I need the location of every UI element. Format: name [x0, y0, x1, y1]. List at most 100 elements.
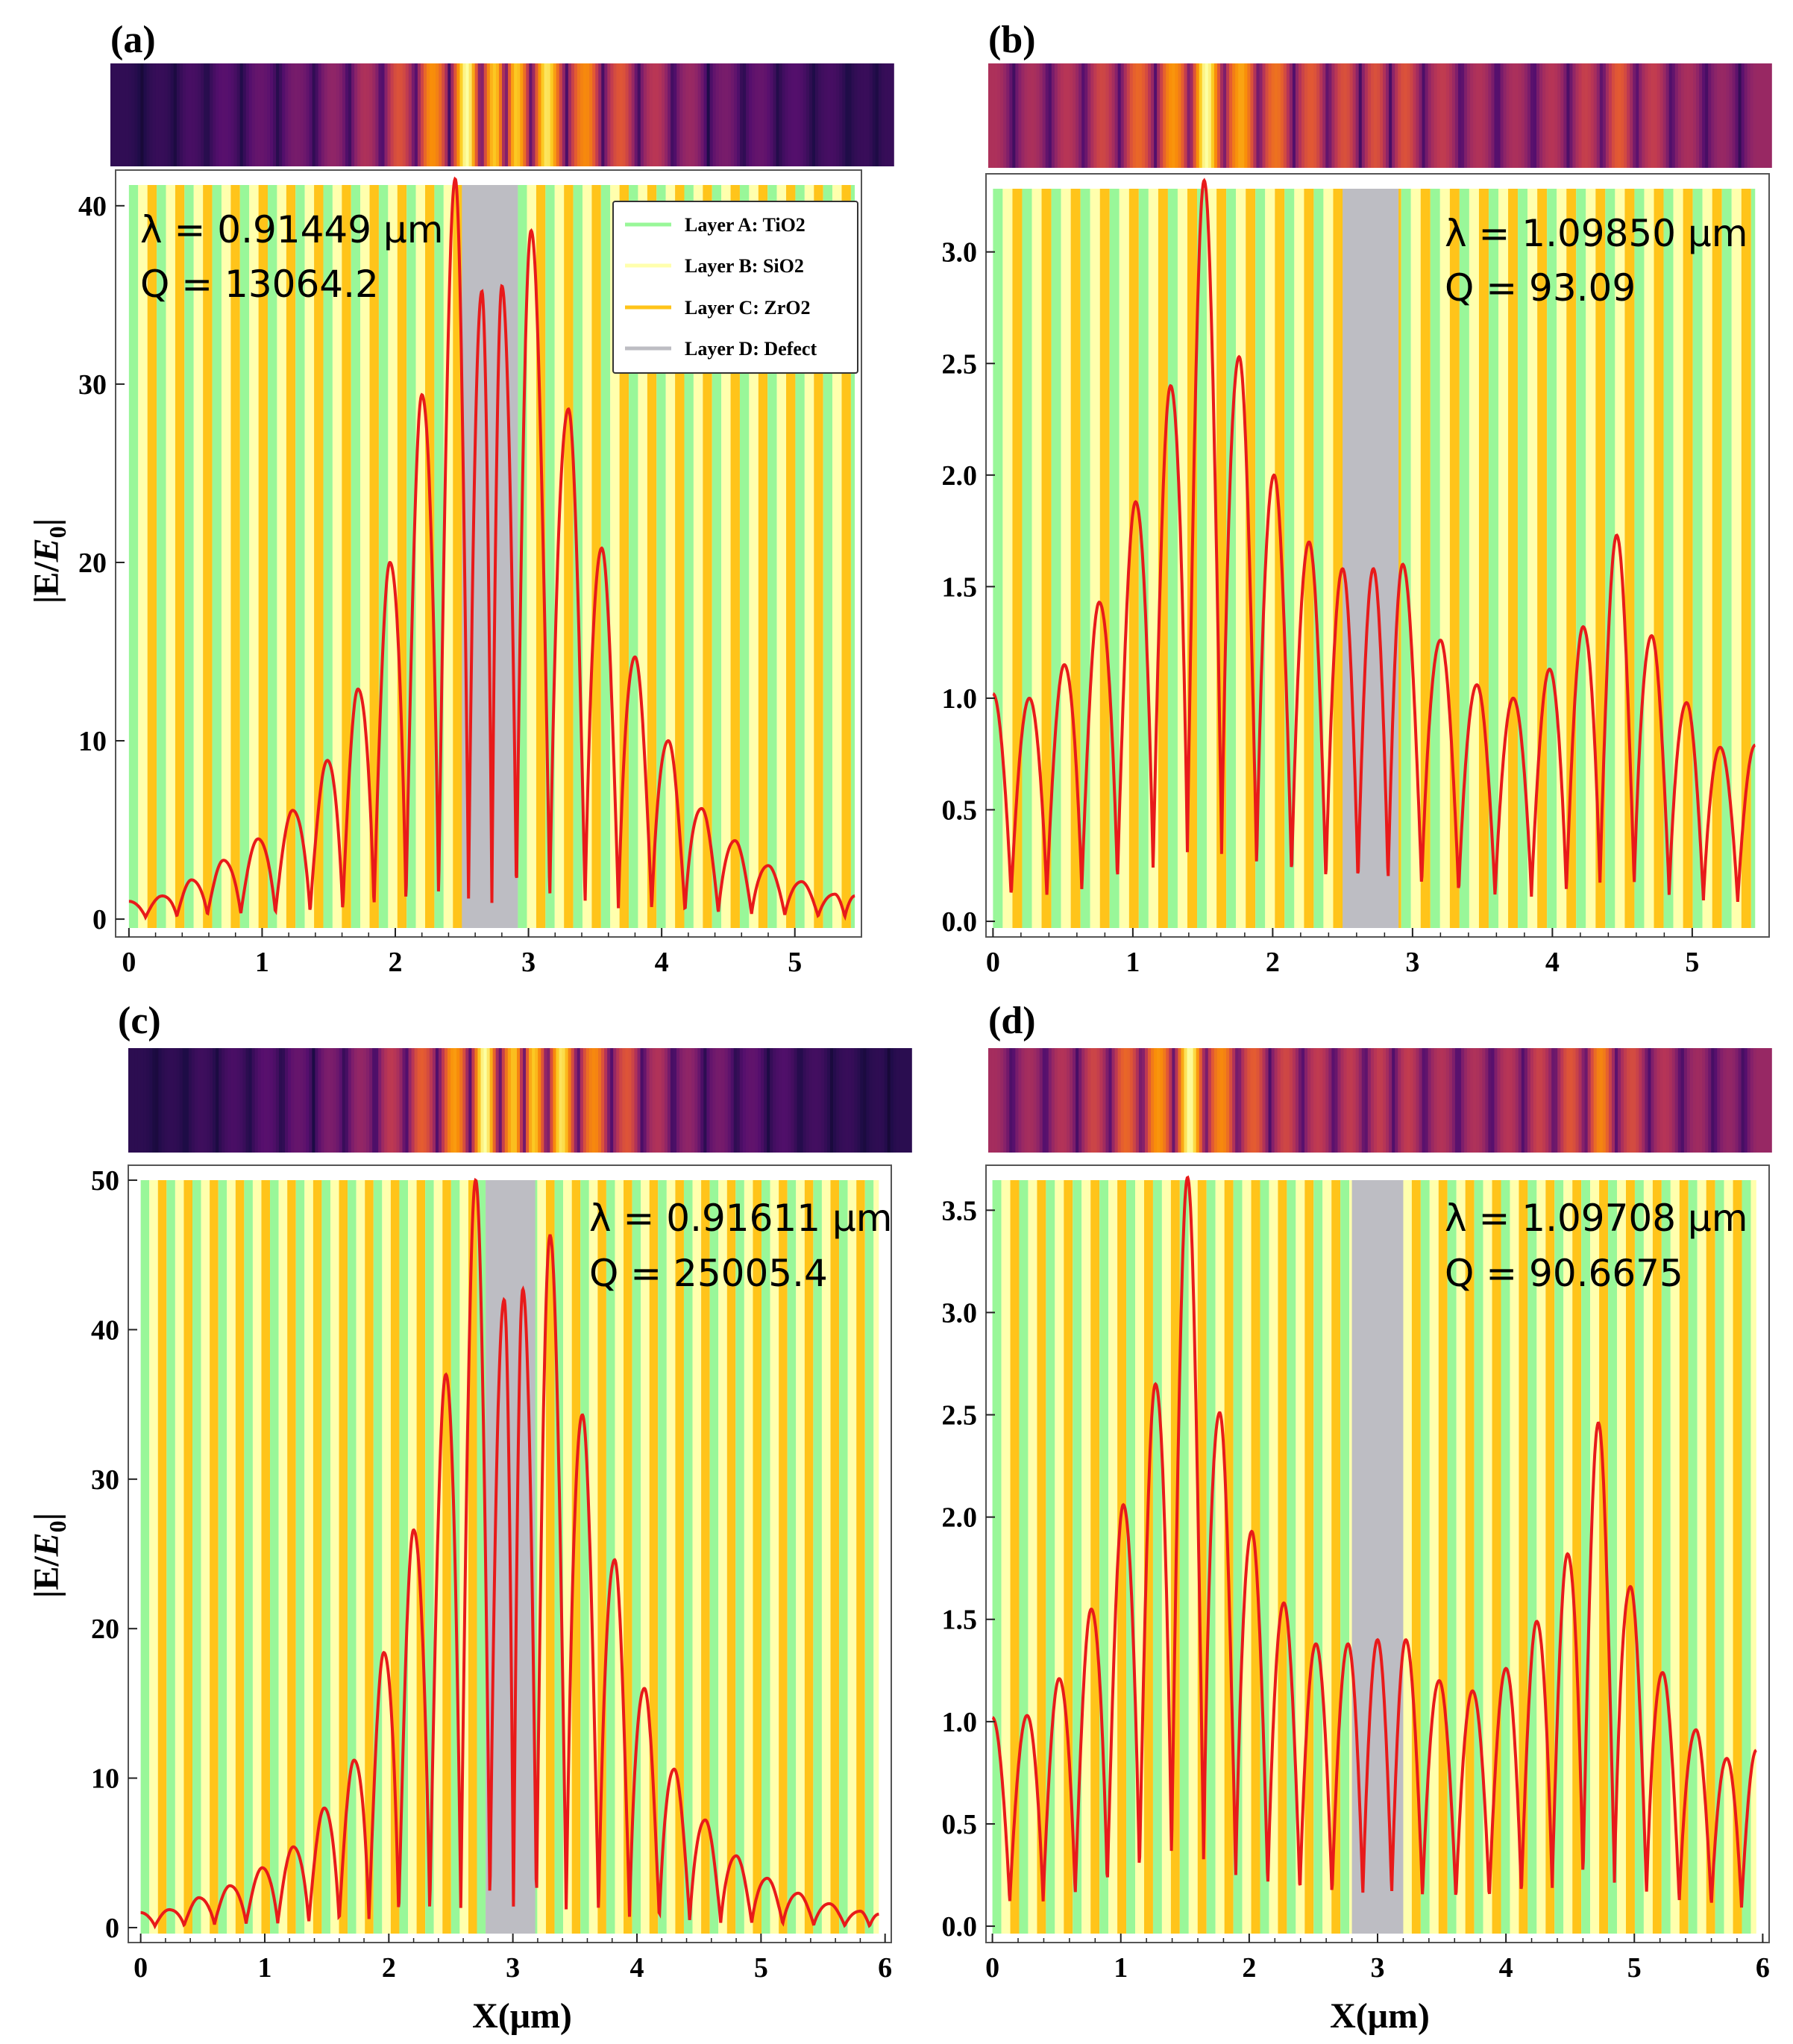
colorbar-cell [1723, 1048, 1727, 1153]
colorbar-cell [230, 63, 235, 166]
colorbar-cell [817, 1048, 822, 1153]
colorbar-cell [662, 63, 665, 166]
field-line [992, 178, 1756, 903]
colorbar-cell [273, 63, 277, 166]
layer-stripe-b [1439, 189, 1450, 928]
colorbar-cell [327, 1048, 331, 1153]
colorbar-cell [1331, 1048, 1336, 1153]
colorbar-cell [1747, 1048, 1751, 1153]
colorbar-cell [164, 63, 169, 166]
colorbar-cell [706, 1048, 711, 1153]
colorbar-cell [1747, 63, 1751, 168]
colorbar-cell [216, 1048, 219, 1153]
colorbar-cell [1639, 1048, 1643, 1153]
colorbar-cell [414, 1048, 418, 1153]
colorbar-cell [1105, 63, 1110, 168]
colorbar-cell [833, 63, 838, 166]
colorbar-cell [248, 1048, 253, 1153]
layer-stripe-c [1545, 1180, 1555, 1934]
colorbar-cell [420, 63, 424, 166]
colorbar-cell [1036, 63, 1040, 168]
colorbar-cell [1581, 1048, 1586, 1153]
colorbar-cell [1000, 63, 1004, 168]
colorbar-cell [520, 1048, 524, 1153]
colorbar-cell [1172, 63, 1176, 168]
x-tick-label: 4 [1499, 1952, 1513, 1984]
colorbar-cell [1615, 63, 1618, 168]
colorbar-cell [1572, 63, 1577, 168]
colorbar-cell [152, 1048, 157, 1153]
colorbar-cell [776, 1048, 780, 1153]
layer-stripe-a [735, 1180, 744, 1934]
colorbar-cell [504, 1048, 509, 1153]
colorbar-cell [1265, 1048, 1269, 1153]
colorbar-cell [808, 1048, 813, 1153]
layer-stripe-c [1599, 1180, 1609, 1934]
colorbar-cell [402, 1048, 406, 1153]
colorbar-cell [652, 63, 656, 166]
colorbar-cell [664, 1048, 668, 1153]
layer-stripe-a [1255, 189, 1266, 928]
colorbar-cell [462, 63, 467, 166]
colorbar-cell [866, 1048, 870, 1153]
layer-stripe-c [1572, 1180, 1582, 1934]
colorbar-cell [1006, 1048, 1011, 1153]
colorbar-cell [1196, 1048, 1200, 1153]
colorbar-cell [375, 1048, 379, 1153]
colorbar-cell [1298, 63, 1302, 168]
layer-stripe-c [624, 1180, 632, 1934]
layer-stripe-b [1410, 189, 1421, 928]
colorbar-cell [1307, 1048, 1311, 1153]
layer-stripe-a [993, 189, 1003, 928]
colorbar-cell [1756, 1048, 1760, 1153]
layer-stripe-c [339, 1180, 348, 1934]
colorbar-cell [788, 63, 792, 166]
colorbar-cell [1659, 1048, 1664, 1153]
colorbar-cell [1599, 1048, 1604, 1153]
layer-stripe-a [1179, 1180, 1189, 1934]
colorbar-cell [1651, 63, 1655, 168]
colorbar-cell [134, 63, 139, 166]
colorbar-cell [161, 1048, 166, 1153]
colorbar-cell [423, 1048, 427, 1153]
colorbar-cell [369, 63, 374, 166]
colorbar-cell [1454, 1048, 1459, 1153]
colorbar-cell [1386, 63, 1390, 168]
colorbar-cell [1196, 63, 1200, 168]
colorbar-cell [550, 1048, 554, 1153]
colorbar-cell [1340, 63, 1345, 168]
layer-stripe-a [864, 1180, 874, 1934]
colorbar-cell [1045, 63, 1049, 168]
colorbar-cell [474, 1048, 479, 1153]
colorbar-cell [333, 1048, 337, 1153]
colorbar-cell [1451, 63, 1456, 168]
layer-stripe-b [1061, 189, 1071, 928]
colorbar-cell [592, 63, 596, 166]
layer-stripe-b [1673, 189, 1683, 928]
layer-stripe-c [453, 185, 462, 928]
layer-stripe-a [321, 1180, 330, 1934]
colorbar-cell [1190, 63, 1194, 168]
colorbar-cell [1768, 63, 1772, 168]
colorbar-cell [1190, 1048, 1194, 1153]
colorbar-cell [878, 63, 882, 166]
colorbar-cell [1436, 1048, 1441, 1153]
layer-stripe-a [1260, 1180, 1269, 1934]
x-tick-label: 2 [382, 1952, 396, 1984]
colorbar-cell [1081, 1048, 1086, 1153]
colorbar-cell [884, 63, 888, 166]
colorbar-cell [1172, 1048, 1176, 1153]
colorbar-cell [315, 63, 319, 166]
colorbar-cell [881, 1048, 885, 1153]
colorbar-cell [1711, 63, 1715, 168]
layer-stripe-b [588, 1180, 598, 1934]
colorbar-cell [1313, 1048, 1317, 1153]
colorbar-cell [227, 1048, 232, 1153]
layer-stripe-a [1046, 1180, 1055, 1934]
colorbar-cell [390, 1048, 395, 1153]
colorbar-cell [396, 1048, 401, 1153]
colorbar-cell [803, 1048, 807, 1153]
colorbar-cell [1259, 1048, 1263, 1153]
colorbar-cell [1392, 1048, 1395, 1153]
colorbar-cell [257, 63, 262, 166]
